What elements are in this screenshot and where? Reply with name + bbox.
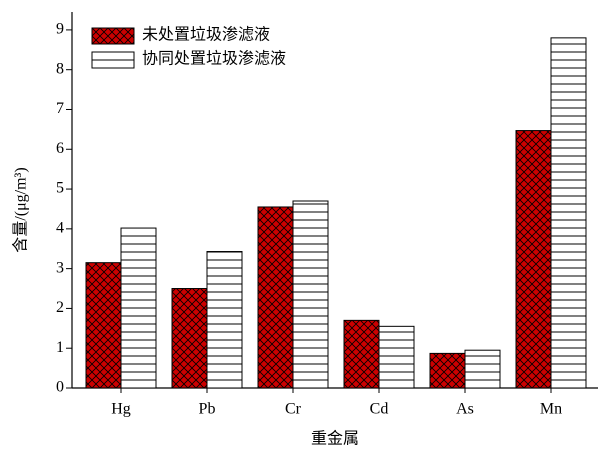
legend-label: 未处置垃圾渗滤液 [142, 26, 270, 44]
y-tick-label: 0 [56, 379, 64, 396]
legend-label: 协同处置垃圾渗滤液 [142, 50, 286, 68]
bar [550, 37, 587, 389]
legend-swatch [91, 27, 135, 45]
y-tick-label: 3 [56, 259, 64, 276]
bar [292, 200, 329, 389]
y-tick-label: 1 [56, 339, 64, 356]
y-tick-label: 4 [56, 220, 64, 237]
x-tick-label: Cd [370, 401, 389, 418]
bar [343, 319, 380, 389]
y-tick-label: 5 [56, 180, 64, 197]
y-tick-label: 7 [56, 100, 64, 117]
x-tick-label: Hg [111, 401, 131, 418]
x-tick-label: Mn [540, 401, 562, 418]
y-tick-label: 9 [56, 21, 64, 38]
y-tick-label: 8 [56, 60, 64, 77]
y-axis-label: 含量/(μg/m³) [12, 167, 30, 252]
bar [171, 288, 208, 389]
bar [206, 251, 243, 389]
bar [85, 262, 122, 389]
bar [515, 130, 552, 389]
bar [464, 349, 501, 389]
x-tick-label: Cr [285, 401, 302, 418]
x-axis-label: 重金属 [311, 430, 359, 448]
y-tick-label: 6 [56, 140, 64, 157]
legend-swatch [91, 51, 135, 69]
bar [120, 227, 157, 389]
bar [378, 325, 415, 389]
x-tick-label: Pb [199, 401, 216, 418]
x-tick-label: As [456, 401, 474, 418]
bar [257, 206, 294, 389]
bar [429, 352, 466, 389]
y-tick-label: 2 [56, 299, 64, 316]
